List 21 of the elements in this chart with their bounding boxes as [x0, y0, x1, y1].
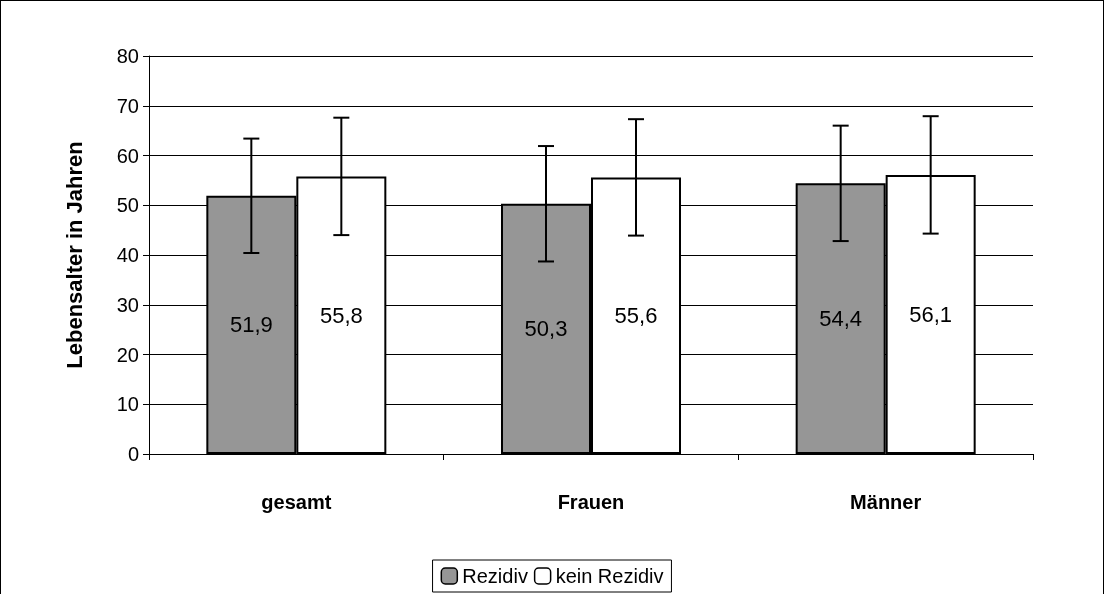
data-label: 50,3: [524, 316, 568, 342]
x-tick-label: Männer: [850, 491, 922, 513]
data-label: 51,9: [229, 312, 273, 338]
data-label: 54,4: [819, 306, 863, 332]
data-label: 56,1: [909, 301, 953, 327]
y-axis-title: Lebensalter in Jahren: [61, 141, 87, 369]
y-tick-label: 40: [116, 244, 139, 266]
y-tick-label: 10: [116, 393, 139, 416]
data-label: 55,6: [614, 303, 658, 329]
data-label: 55,8: [319, 302, 363, 328]
y-tick-label: 0: [127, 443, 139, 465]
legend-label: kein Rezidiv: [555, 565, 664, 587]
legend-label: Rezidiv: [462, 565, 528, 587]
y-tick-label: 20: [116, 343, 139, 366]
y-tick-label: 80: [116, 45, 139, 67]
y-tick-label: 30: [116, 293, 139, 316]
y-tick-label: 70: [116, 94, 139, 117]
x-tick-label: gesamt: [261, 491, 332, 513]
x-tick-label: Frauen: [557, 491, 625, 513]
y-tick-label: 60: [116, 144, 139, 167]
y-tick-label: 50: [116, 194, 139, 217]
